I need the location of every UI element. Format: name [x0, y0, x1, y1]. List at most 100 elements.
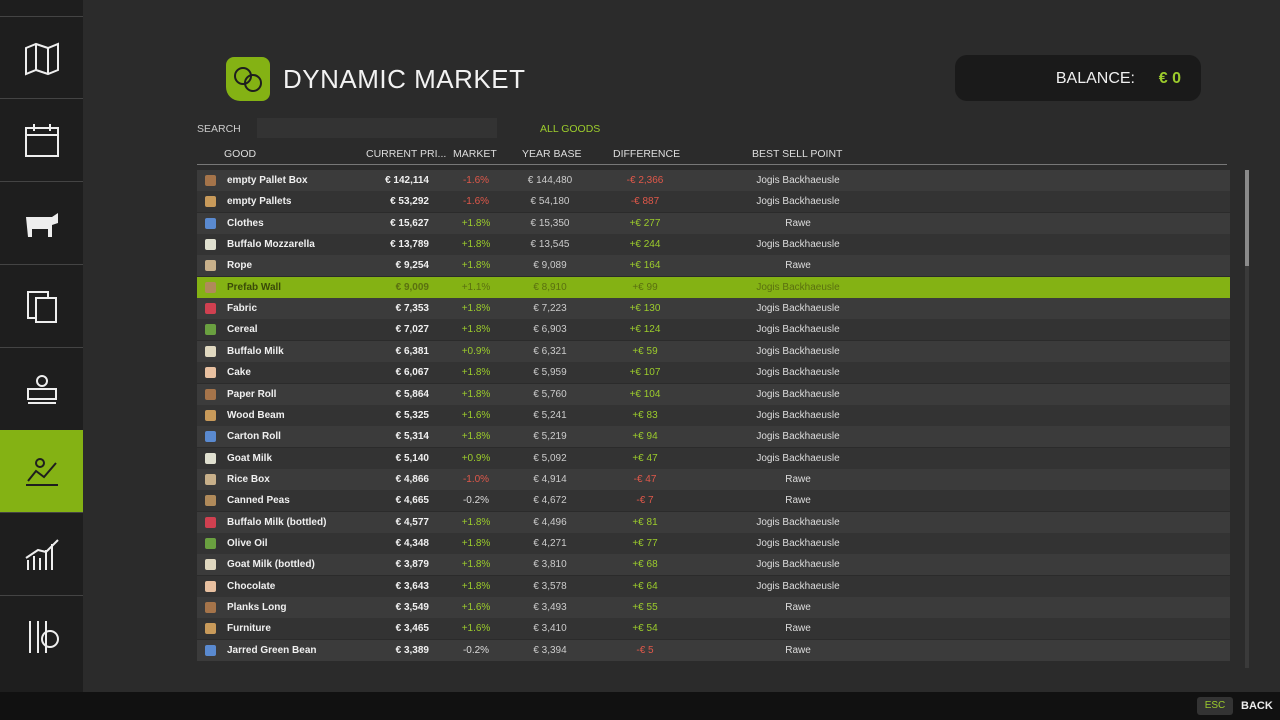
cell: € 6,067 [395, 367, 429, 379]
goods-row[interactable]: empty Pallets € 53,292 -1.6% € 54,180 -€ 887… [197, 191, 1230, 213]
goods-row[interactable]: Clothes € 15,627 +1.8% € 15,350 +€ 277 Rawe [197, 212, 1230, 234]
icon [26, 374, 57, 404]
goods-icon [205, 537, 216, 549]
cell: Rice Box [227, 473, 270, 485]
icon [25, 212, 58, 237]
goods-icon [205, 623, 216, 635]
goods-row[interactable]: empty Pallet Box € 142,114 -1.6% € 144,480-… [197, 170, 1230, 191]
cell: € 3,389 [395, 644, 429, 656]
filter-button[interactable]: ALL GOODS [540, 123, 601, 135]
cell: € 4,348 [395, 537, 429, 549]
column-header[interactable]: MARKET [453, 148, 497, 160]
icon [24, 123, 59, 157]
cell: empty Pallet Box [227, 175, 308, 186]
page-title: DYNAMIC MARKET [283, 64, 526, 94]
cell: Fabric [227, 303, 258, 315]
nav-calendar[interactable] [0, 98, 83, 180]
key-hint: ESC [1197, 697, 1233, 715]
goods-row[interactable]: Buffalo Mozzarella € 13,789 +1.8% € 13,545 +… [197, 234, 1230, 256]
cell: € 5,325 [395, 409, 429, 421]
cell: Furniture [227, 623, 271, 635]
goods-icon [205, 239, 216, 251]
goods-icon [205, 409, 216, 421]
goods-icon [205, 217, 216, 229]
goods-row[interactable]: Carton Roll € 5,314 +1.8% € 5,219 +€ 94 Jogis… [197, 426, 1230, 448]
goods-row[interactable]: Buffalo Milk € 6,381 +0.9% € 6,321 +€ 59 Jogi… [197, 340, 1230, 362]
cell: Chocolate [227, 580, 276, 592]
goods-row[interactable]: Rice Box € 4,866 -1.0% € 4,914 -€ 47 Rawe [197, 468, 1230, 490]
column-header[interactable]: GOOD [224, 148, 257, 160]
cell: Olive Oil [227, 537, 268, 549]
search-input[interactable] [257, 118, 497, 138]
cell: € 5,864 [395, 388, 429, 400]
cell: € 7,353 [395, 303, 429, 315]
icon [25, 458, 58, 486]
cell: € 3,465 [395, 623, 429, 635]
goods-row[interactable]: Buffalo Milk (bottled) € 4,577 +1.8% € 4,49… [197, 511, 1230, 533]
cell: € 3,549 [395, 602, 429, 613]
nav-market[interactable] [0, 430, 83, 512]
cell: Rope [227, 260, 252, 272]
goods-icon [205, 452, 216, 464]
goods-row[interactable]: Rope € 9,254 +1.8% € 9,089 +€ 164 Rawe [197, 255, 1230, 277]
goods-icon [205, 388, 216, 400]
goods-icon [205, 602, 216, 613]
cell: € 9,009 [395, 281, 429, 293]
column-header[interactable]: DIFFERENCE [613, 148, 681, 160]
cell: € 15,627 [390, 217, 429, 229]
cell: Paper Roll [227, 388, 277, 400]
market-logo [226, 57, 270, 101]
nav-stats[interactable] [0, 512, 83, 594]
goods-row[interactable]: Cereal € 7,027 +1.8% € 6,903 +€ 124 Jogis Bac… [197, 319, 1230, 341]
cell: Goat Milk (bottled) [227, 559, 315, 571]
nav-settings[interactable] [0, 595, 83, 677]
cell: € 142,114 [385, 175, 429, 186]
goods-row[interactable]: Furniture € 3,465 +1.6% € 3,410 +€ 54 Rawe [197, 618, 1230, 640]
goods-icon [205, 367, 216, 379]
cell: Goat Milk [227, 452, 273, 464]
nav-contracts[interactable] [0, 264, 83, 346]
logo-icon [234, 67, 262, 92]
column-header[interactable]: BEST SELL POINT [752, 148, 843, 160]
balance-box: BALANCE: € 0 [955, 55, 1201, 101]
goods-row[interactable]: Planks Long € 3,549 +1.6% € 3,493 +€ 55 Rawe [197, 597, 1230, 618]
goods-row[interactable]: Goat Milk (bottled) € 3,879 +1.8% € 3,810 +€… [197, 554, 1230, 576]
goods-icon [205, 580, 216, 592]
goods-row[interactable]: Prefab Wall € 9,009 +1.1% € 8,910 +€ 99 Jogis… [197, 276, 1230, 298]
goods-row[interactable]: Wood Beam € 5,325 +1.6% € 5,241 +€ 83 Jogis B… [197, 404, 1230, 426]
cell: € 3,643 [395, 580, 429, 592]
bottom-bar [0, 692, 1280, 720]
cell: Cereal [227, 324, 258, 336]
back-button[interactable]: BACK [1241, 700, 1273, 712]
nav-map[interactable] [0, 16, 83, 98]
scrollbar-thumb[interactable] [1245, 170, 1249, 266]
goods-icon [205, 196, 216, 208]
balance-value: € 0 [1158, 70, 1181, 87]
goods-icon [205, 473, 216, 485]
nav-animals[interactable] [0, 181, 83, 263]
nav-production[interactable] [0, 347, 83, 429]
goods-row[interactable]: Chocolate € 3,643 +1.8% € 3,578 +€ 64 Jogis B… [197, 575, 1230, 597]
goods-list: empty Pallet Box € 142,114 -1.6% € 144,480-… [197, 170, 1230, 668]
goods-icon [205, 303, 216, 315]
cell: € 4,577 [395, 516, 429, 528]
column-header[interactable]: CURRENT PRI... [366, 148, 447, 160]
goods-row[interactable]: Jarred Green Bean € 3,389 -0.2% € 3,394 -€ 5… [197, 639, 1230, 661]
cell: € 5,314 [395, 431, 429, 443]
column-header[interactable]: YEAR BASE [522, 148, 582, 160]
cell: € 4,665 [395, 495, 429, 507]
goods-row[interactable]: Paper Roll € 5,864 +1.8% € 5,760 +€ 104 Jogis… [197, 383, 1230, 405]
cell: € 7,027 [395, 324, 429, 336]
cell: Buffalo Milk [227, 345, 284, 357]
goods-row[interactable]: Fabric € 7,353 +1.8% € 7,223 +€ 130 Jogis Bac… [197, 298, 1230, 320]
goods-row[interactable]: Goat Milk € 5,140 +0.9% € 5,092 +€ 47 Jogis B… [197, 447, 1230, 469]
goods-icon [205, 431, 216, 443]
cell: Wood Beam [227, 409, 285, 421]
goods-icon [205, 516, 216, 528]
goods-icon [205, 281, 216, 293]
cell: Cake [227, 367, 251, 379]
goods-row[interactable]: Olive Oil € 4,348 +1.8% € 4,271 +€ 77 Jogis B… [197, 532, 1230, 554]
goods-row[interactable]: Canned Peas € 4,665 -0.2% € 4,672 -€ 7 Rawe [197, 490, 1230, 512]
goods-row[interactable]: Cake € 6,067 +1.8% € 5,959 +€ 107 Jogis Backh… [197, 362, 1230, 384]
